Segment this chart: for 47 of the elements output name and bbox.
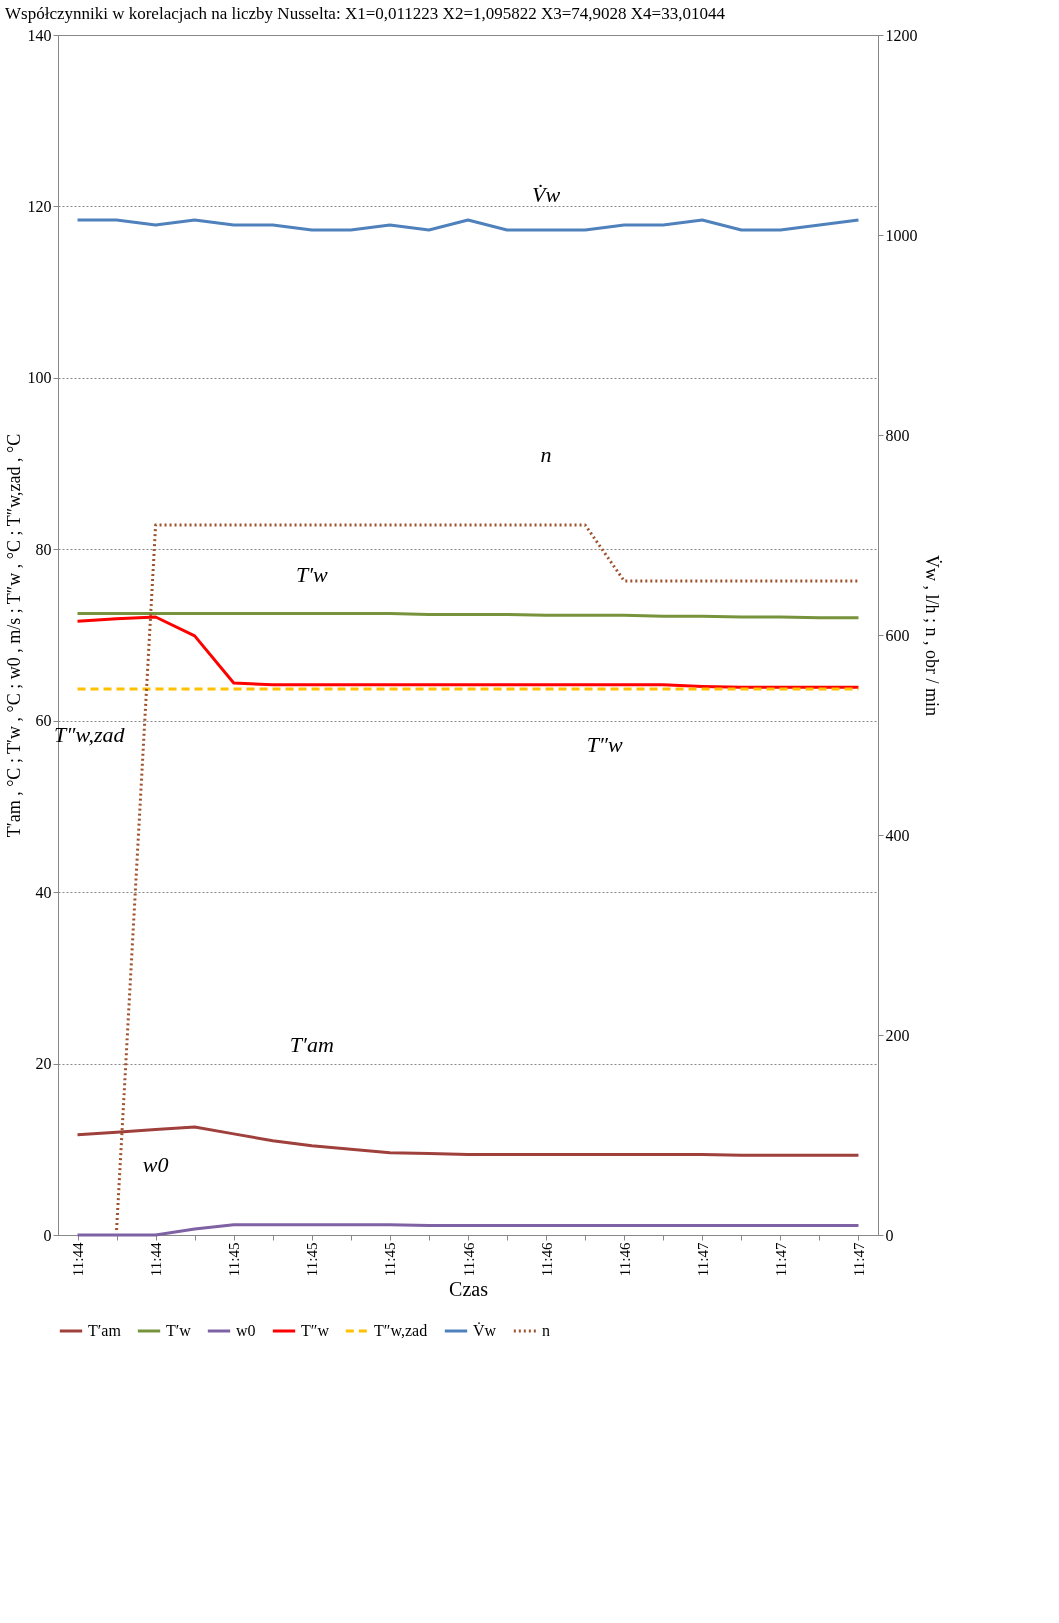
line-series xyxy=(76,615,860,689)
x-tick-label: 11:45 xyxy=(304,1242,321,1277)
legend-label: T′am xyxy=(88,1322,122,1339)
x-tick-label: 11:46 xyxy=(460,1242,477,1277)
y-axis-title: T′am , °C ; T′w , °C ; w0 , m/s ; T″w , °C ; T″w,zad , °C xyxy=(3,433,24,838)
y2-tick-label: 1200 xyxy=(885,26,918,44)
annotation: w0 xyxy=(142,1152,169,1177)
x-tick-label: 11:44 xyxy=(148,1242,165,1277)
x-tick-label: 11:47 xyxy=(850,1242,867,1277)
annotation: T″w,zad xyxy=(53,722,126,747)
legend-label: T″w,zad xyxy=(374,1322,428,1339)
y-tick-label: 60 xyxy=(35,712,52,730)
line-series xyxy=(76,1223,860,1237)
x-tick-label: 11:47 xyxy=(694,1242,711,1277)
y-tick-label: 20 xyxy=(35,1055,52,1073)
legend-label: V̇w xyxy=(473,1322,497,1339)
x-axis-title: Czas xyxy=(449,1278,489,1301)
y2-tick-label: 0 xyxy=(885,1226,894,1244)
y2-tick-label: 1000 xyxy=(885,226,918,244)
y2-axis-title: V̇w , l/h ; n , obr / min xyxy=(921,555,943,716)
y2-tick-label: 200 xyxy=(885,1026,910,1044)
y-tick-label: 40 xyxy=(35,883,52,901)
annotation: n xyxy=(540,442,552,467)
y-tick-label: 140 xyxy=(27,26,52,44)
y2-tick-label: 400 xyxy=(885,826,910,844)
x-tick-label: 11:46 xyxy=(538,1242,555,1277)
y2-tick-label: 600 xyxy=(885,626,910,644)
x-tick-label: 11:45 xyxy=(382,1242,399,1277)
chart-title: Współczynniki w korelacjach na liczby Nusselta: X1=0,011223 X2=1,095822 X3=74,9028 X4=33,01044 xyxy=(5,4,726,23)
x-tick-label: 11:47 xyxy=(772,1242,789,1277)
annotation: T″w xyxy=(586,732,624,757)
y-tick-label: 80 xyxy=(35,540,52,558)
annotation: T′am xyxy=(289,1032,334,1057)
y2-tick-label: 800 xyxy=(885,426,910,444)
y-tick-label: 100 xyxy=(27,369,52,387)
x-tick-label: 11:44 xyxy=(70,1242,87,1277)
legend-label: n xyxy=(542,1322,550,1339)
legend-label: T′w xyxy=(166,1322,192,1339)
annotation: V̇w xyxy=(532,182,561,207)
x-tick-label: 11:46 xyxy=(616,1242,633,1277)
legend-label: w0 xyxy=(236,1322,256,1339)
annotation: T′w xyxy=(295,562,328,587)
legend-label: T″w xyxy=(301,1322,330,1339)
y-tick-label: 0 xyxy=(43,1226,52,1244)
x-tick-label: 11:45 xyxy=(226,1242,243,1277)
line-series xyxy=(76,1125,860,1157)
y-tick-label: 120 xyxy=(27,197,52,215)
